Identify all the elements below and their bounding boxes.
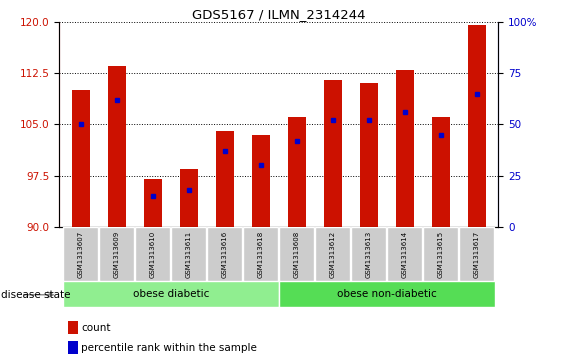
Title: GDS5167 / ILMN_2314244: GDS5167 / ILMN_2314244 xyxy=(192,8,365,21)
Text: GSM1313612: GSM1313612 xyxy=(330,231,336,278)
Text: GSM1313610: GSM1313610 xyxy=(150,231,156,278)
Bar xyxy=(68,321,78,334)
Bar xyxy=(288,118,306,227)
Text: percentile rank within the sample: percentile rank within the sample xyxy=(81,343,257,352)
Text: GSM1313617: GSM1313617 xyxy=(473,231,480,278)
Bar xyxy=(180,169,198,227)
Bar xyxy=(351,227,386,281)
Bar xyxy=(64,227,98,281)
Text: GSM1313618: GSM1313618 xyxy=(258,231,263,278)
Bar xyxy=(360,83,378,227)
Bar xyxy=(396,70,414,227)
Bar xyxy=(216,131,234,227)
Bar xyxy=(252,135,270,227)
Bar xyxy=(171,227,206,281)
Bar xyxy=(423,227,458,281)
Bar xyxy=(387,227,422,281)
Bar xyxy=(136,227,170,281)
Bar xyxy=(315,227,350,281)
Text: GSM1313609: GSM1313609 xyxy=(114,231,120,278)
Bar xyxy=(62,281,279,307)
Text: GSM1313608: GSM1313608 xyxy=(294,231,300,278)
Bar xyxy=(207,227,242,281)
Text: obese non-diabetic: obese non-diabetic xyxy=(337,289,436,299)
Bar xyxy=(68,341,78,354)
Text: GSM1313607: GSM1313607 xyxy=(78,231,84,278)
Text: GSM1313613: GSM1313613 xyxy=(366,231,372,278)
Text: GSM1313615: GSM1313615 xyxy=(437,231,444,278)
Bar xyxy=(144,179,162,227)
Bar xyxy=(468,25,486,227)
Bar xyxy=(324,80,342,227)
Bar xyxy=(100,227,134,281)
Bar xyxy=(108,66,126,227)
Bar xyxy=(279,227,314,281)
Text: count: count xyxy=(81,323,110,333)
Bar xyxy=(432,118,450,227)
Bar xyxy=(243,227,278,281)
Bar xyxy=(279,281,495,307)
Bar xyxy=(72,90,90,227)
Text: GSM1313616: GSM1313616 xyxy=(222,231,227,278)
Text: GSM1313614: GSM1313614 xyxy=(401,231,408,278)
Text: disease state: disease state xyxy=(1,290,70,300)
Text: obese diabetic: obese diabetic xyxy=(132,289,209,299)
Text: GSM1313611: GSM1313611 xyxy=(186,231,191,278)
Bar xyxy=(459,227,494,281)
